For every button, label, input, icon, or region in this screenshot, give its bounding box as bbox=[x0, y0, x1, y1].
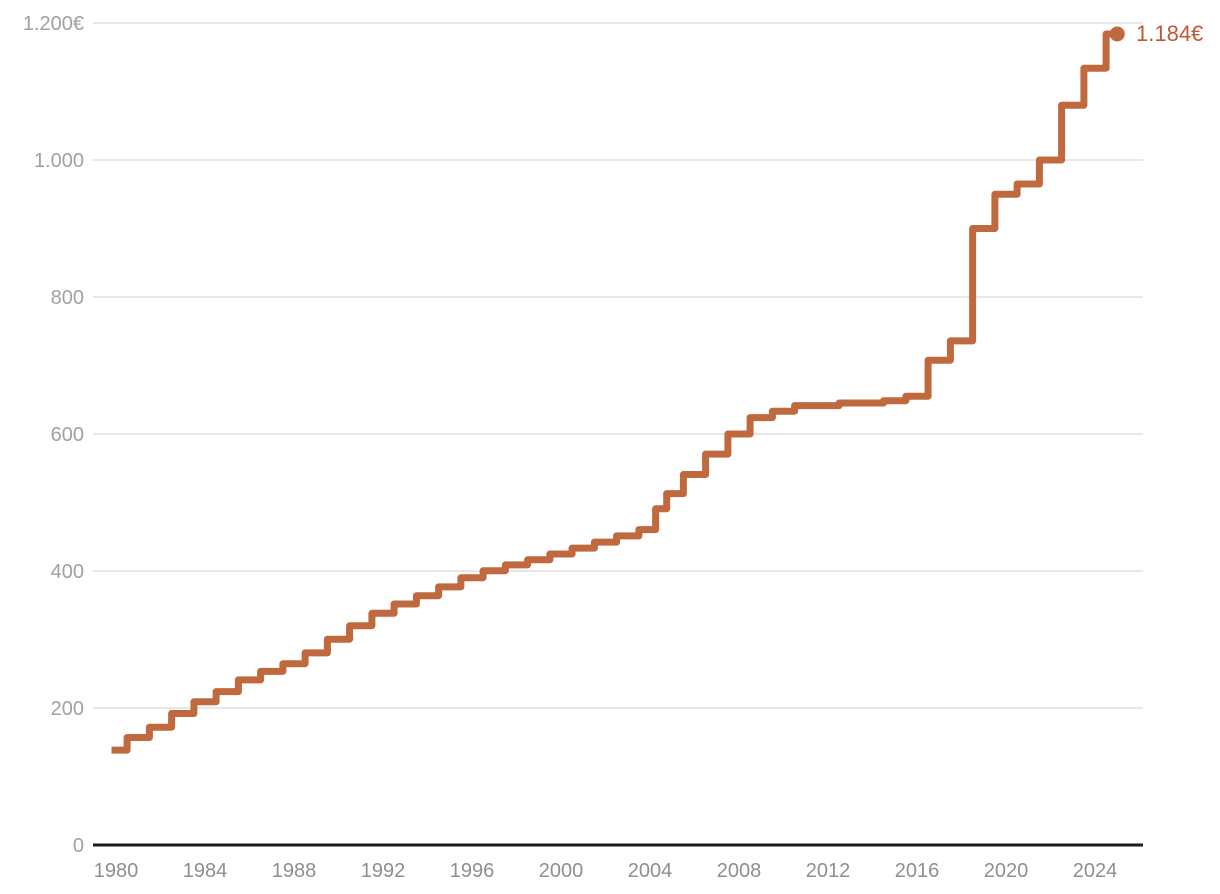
x-axis-tick-label: 1996 bbox=[450, 860, 495, 882]
x-axis-tick-label: 1984 bbox=[183, 860, 228, 882]
last-value-label: 1.184€ bbox=[1136, 21, 1204, 46]
y-axis-tick-label: 400 bbox=[51, 561, 84, 583]
x-axis-tick-label: 1988 bbox=[272, 860, 317, 882]
x-axis-tick-label: 2004 bbox=[628, 860, 673, 882]
x-axis-tick-label: 2008 bbox=[717, 860, 762, 882]
x-axis-tick-label: 2024 bbox=[1073, 860, 1118, 882]
y-axis-tick-label: 1.200€ bbox=[23, 13, 84, 35]
x-axis-tick-label: 2012 bbox=[806, 860, 851, 882]
y-axis-tick-label: 800 bbox=[51, 287, 84, 309]
series-end-dot bbox=[1109, 26, 1125, 42]
y-axis-tick-label: 0 bbox=[73, 835, 84, 857]
y-axis-tick-label: 1.000 bbox=[34, 150, 84, 172]
y-axis-tick-label: 200 bbox=[51, 698, 84, 720]
series-step-line bbox=[111, 30, 1118, 754]
x-axis-tick-label: 2016 bbox=[895, 860, 940, 882]
x-axis-tick-label: 1980 bbox=[94, 860, 139, 882]
x-axis-tick-label: 1992 bbox=[361, 860, 406, 882]
x-axis-tick-label: 2000 bbox=[539, 860, 584, 882]
y-axis-tick-label: 600 bbox=[51, 424, 84, 446]
x-axis-tick-label: 2020 bbox=[984, 860, 1029, 882]
